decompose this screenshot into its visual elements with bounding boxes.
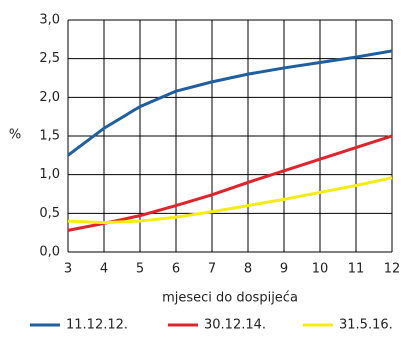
x-tick-label: 6 bbox=[172, 262, 180, 277]
y-tick-label: 2,5 bbox=[39, 51, 60, 66]
legend-label: 11.12.12. bbox=[66, 318, 128, 333]
x-tick-label: 4 bbox=[100, 262, 108, 277]
x-tick-label: 10 bbox=[312, 262, 329, 277]
y-tick-label: 1,0 bbox=[39, 167, 60, 182]
y-tick-label: 0,5 bbox=[39, 206, 60, 221]
y-tick-label: 0,0 bbox=[39, 245, 60, 260]
x-tick-label: 12 bbox=[384, 262, 401, 277]
y-tick-label: 3,0 bbox=[39, 13, 60, 28]
y-tick-label: 1,5 bbox=[39, 129, 60, 144]
x-axis-label: mjeseci do dospijeća bbox=[162, 291, 298, 306]
x-tick-label: 5 bbox=[136, 262, 144, 277]
series-line bbox=[67, 176, 393, 225]
x-tick-label: 3 bbox=[64, 262, 72, 277]
x-tick-label: 11 bbox=[348, 262, 365, 277]
legend-label: 31.5.16. bbox=[339, 318, 393, 333]
x-tick-label: 8 bbox=[244, 262, 252, 277]
x-tick-label: 9 bbox=[280, 262, 288, 277]
x-tick-label: 7 bbox=[208, 262, 216, 277]
legend-label: 30.12.14. bbox=[204, 318, 266, 333]
y-axis-label: % bbox=[9, 128, 21, 143]
series-line bbox=[67, 49, 393, 157]
y-tick-label: 2,0 bbox=[39, 90, 60, 105]
series-line bbox=[67, 134, 393, 232]
